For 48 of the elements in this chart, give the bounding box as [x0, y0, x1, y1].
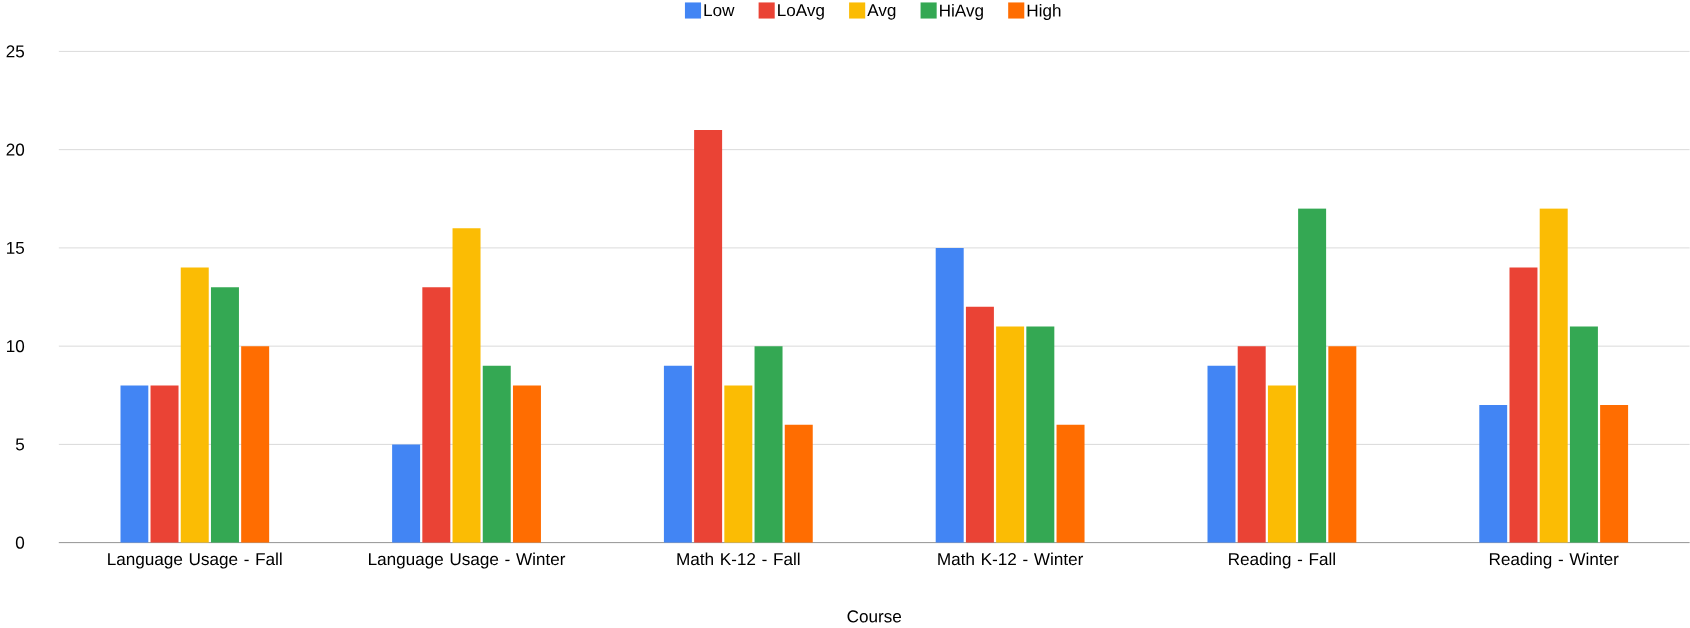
- y-tick-label: 25: [6, 45, 25, 58]
- bar: [1267, 385, 1296, 543]
- x-axis-title: Course: [847, 610, 902, 623]
- bar: [1026, 326, 1055, 543]
- bar: [1479, 405, 1508, 543]
- bar: [1298, 208, 1327, 543]
- bar: [724, 385, 753, 543]
- bar: [754, 346, 783, 543]
- legend-label: Avg: [867, 4, 896, 20]
- bar: [210, 287, 239, 543]
- bar: [1328, 346, 1357, 543]
- bar: [180, 267, 209, 543]
- legend-label: High: [1027, 3, 1061, 20]
- x-tick-label: Language Usage - Fall: [108, 552, 282, 569]
- x-tick-label: Reading - Fall: [1229, 552, 1335, 569]
- bar: [422, 287, 451, 543]
- bar: [392, 444, 421, 543]
- y-tick-label: 10: [7, 340, 25, 353]
- bar: [1509, 267, 1538, 543]
- y-tick-label: 15: [7, 241, 25, 254]
- bar: [1207, 365, 1236, 543]
- bar: [784, 424, 813, 543]
- bar: [694, 129, 723, 543]
- y-tick-label: 5: [15, 438, 25, 451]
- bar: [452, 228, 481, 543]
- legend-label: Low: [704, 4, 735, 17]
- bar: [1056, 424, 1085, 543]
- x-tick-label: Math K-12 - Fall: [677, 552, 800, 566]
- bar: [1569, 326, 1598, 543]
- x-tick-label: Reading - Winter: [1489, 552, 1619, 569]
- legend-label: HiAvg: [940, 3, 983, 20]
- bar: [1600, 405, 1629, 543]
- bar: [1539, 208, 1568, 543]
- bar: [663, 365, 692, 543]
- legend-label: LoAvg: [778, 4, 824, 20]
- bar: [935, 247, 964, 543]
- bar: [120, 385, 149, 543]
- bar: [1237, 346, 1266, 543]
- bar: [241, 346, 270, 543]
- y-tick-label: 0: [15, 536, 25, 549]
- x-tick-label: Math K-12 - Winter: [938, 552, 1084, 566]
- bar: [996, 326, 1025, 543]
- bar: [150, 385, 179, 543]
- x-tick-label: Language Usage - Winter: [369, 552, 566, 569]
- y-tick-label: 20: [6, 143, 25, 156]
- bar: [512, 385, 541, 543]
- bar: [482, 365, 511, 543]
- bar: [965, 306, 994, 543]
